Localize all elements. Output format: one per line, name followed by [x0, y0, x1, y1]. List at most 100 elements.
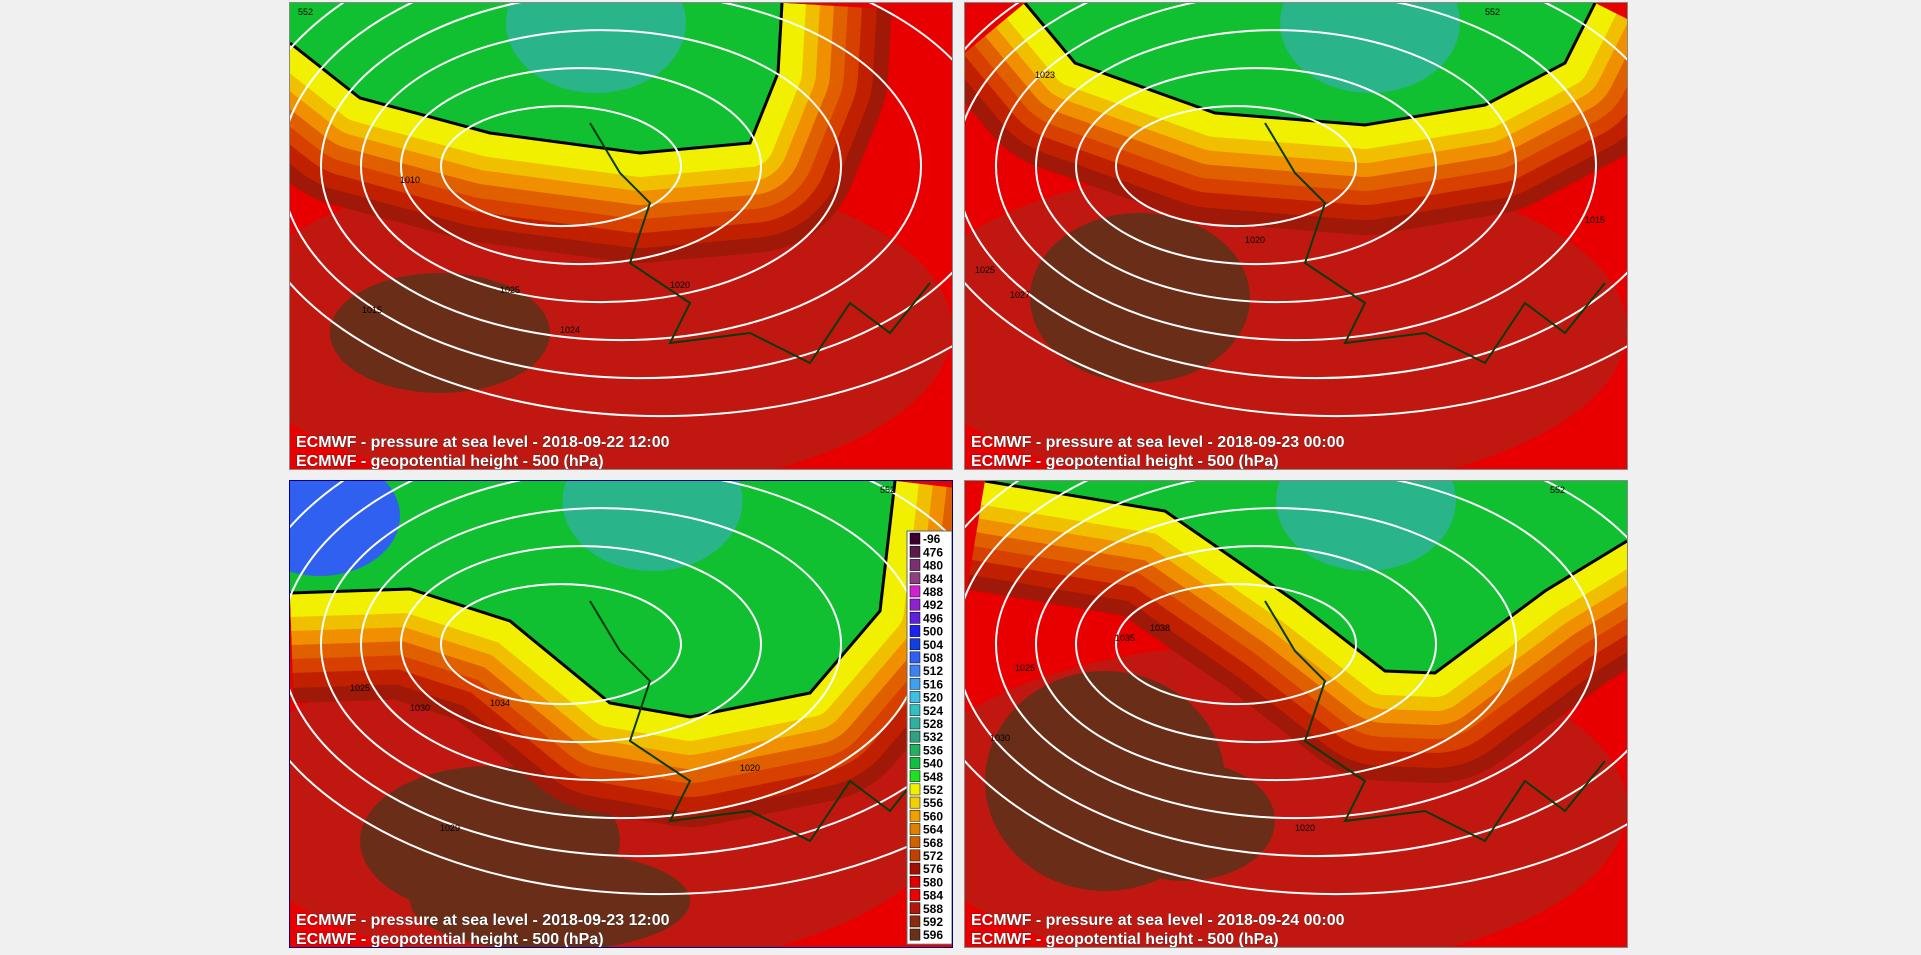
isobar: [440, 583, 682, 706]
legend-label: 532: [923, 730, 943, 744]
isobar: [1115, 105, 1357, 228]
legend-label: 584: [923, 889, 943, 903]
coastline: [1264, 600, 1606, 843]
map-panel: 552 1025 1030 1034 1029 1020 ECMWF - pressure …: [289, 480, 953, 948]
legend-label: 512: [923, 664, 943, 678]
isobar: [965, 3, 1627, 380]
isobar: [1115, 583, 1357, 706]
legend-label: 516: [923, 677, 943, 691]
legend-swatch: [909, 611, 921, 624]
isobar: [1075, 545, 1437, 744]
legend-label: 596: [923, 928, 943, 942]
isobar-label: 552: [298, 7, 313, 17]
legend-swatch: [909, 783, 921, 796]
legend-swatch: [909, 717, 921, 730]
legend-swatch: [909, 849, 921, 862]
isobar: [290, 481, 952, 858]
isobar: [440, 105, 682, 228]
isobar-label: 1025: [1015, 663, 1035, 673]
isobar-label: 1010: [400, 175, 420, 185]
legend-swatch: [909, 836, 921, 849]
legend-label: 560: [923, 809, 943, 823]
isobar-label: 1030: [990, 733, 1010, 743]
isobar: [995, 3, 1597, 342]
legend-swatch: [909, 770, 921, 783]
isobar-label: 1023: [1035, 70, 1055, 80]
map: 552 1035 1038 1030 1025 1020 ECMWF - pressure …: [965, 481, 1627, 947]
caption: ECMWF - geopotential height - 500 (hPa): [971, 453, 1279, 469]
legend-swatch: [909, 598, 921, 611]
caption: ECMWF - geopotential height - 500 (hPa): [296, 931, 604, 947]
contour-552: [1023, 3, 1597, 127]
cold-core: [1280, 3, 1460, 93]
cold-core: [1276, 481, 1456, 571]
isobar: [1035, 29, 1517, 304]
legend-label: 548: [923, 770, 943, 784]
legend-swatch: [909, 889, 921, 901]
isobar-label: 1015: [362, 305, 382, 315]
coastline: [1264, 122, 1606, 365]
legend-label: 576: [923, 862, 943, 876]
isobar-label: 1027: [1010, 290, 1030, 300]
coastline: [589, 600, 931, 843]
legend-label: 528: [923, 717, 943, 731]
legend-label: 592: [923, 915, 943, 929]
legend-label: 500: [923, 625, 943, 639]
legend-label: 492: [923, 598, 943, 612]
legend-label: -96: [923, 532, 941, 546]
isobar: [995, 481, 1597, 820]
isobar-label: 1025: [975, 265, 995, 275]
legend-label: 508: [923, 651, 943, 665]
map: 552 1025 1030 1034 1029 1020 ECMWF - pressure …: [290, 481, 952, 947]
legend-swatch: [909, 809, 921, 822]
isobar-label: 1025: [500, 285, 520, 295]
contour-552: [290, 3, 784, 155]
legend-swatch: [909, 532, 921, 545]
isobar-label: 1030: [410, 703, 430, 713]
isobar: [965, 481, 1627, 858]
isobar-label: 1020: [1295, 823, 1315, 833]
isobar-label: 1020: [740, 763, 760, 773]
cold-core: [562, 481, 743, 571]
isobar: [290, 3, 952, 380]
legend-label: 552: [923, 783, 943, 797]
cold-core: [506, 3, 686, 93]
legend-swatch: [909, 572, 921, 585]
legend-label: 568: [923, 836, 943, 850]
caption: ECMWF - geopotential height - 500 (hPa): [971, 931, 1279, 947]
legend-swatch: [909, 545, 921, 558]
legend-label: 540: [923, 757, 943, 771]
isobar: [965, 3, 1627, 418]
isobar-label: 1025: [350, 683, 370, 693]
legend-label: 556: [923, 796, 943, 810]
legend: -964764804844884924965005045085125165205…: [906, 530, 952, 945]
isobar-label: 1015: [1585, 215, 1605, 225]
legend-swatch: [909, 862, 921, 875]
legend-label: 572: [923, 849, 943, 863]
legend-swatch: [909, 915, 921, 928]
isobar-label: 1020: [1245, 235, 1265, 245]
isobar-label: 1020: [670, 280, 690, 290]
isobar: [290, 481, 952, 896]
legend-label: 488: [923, 585, 943, 599]
legend-swatch: [909, 664, 921, 677]
isobar: [965, 481, 1627, 896]
legend-swatch: [909, 928, 921, 941]
legend-swatch: [909, 638, 921, 651]
map: 552 1015 1025 1024 1020 1010 ECMWF - pressure …: [290, 3, 952, 469]
caption: ECMWF - pressure at sea level - 2018-09-…: [296, 434, 670, 451]
legend-swatch: [909, 559, 921, 571]
legend-swatch: [909, 691, 921, 703]
legend-swatch: [909, 902, 921, 915]
legend-swatch: [909, 757, 921, 769]
isobar-label: 1035: [1115, 633, 1135, 643]
isobar: [1075, 67, 1437, 266]
legend-label: 484: [923, 572, 943, 586]
legend-label: 588: [923, 902, 943, 916]
legend-label: 580: [923, 875, 943, 889]
legend-label: 564: [923, 823, 943, 837]
contour-552: [984, 481, 1627, 675]
isobar-label: 552: [880, 485, 895, 495]
legend-swatch: [909, 704, 921, 717]
